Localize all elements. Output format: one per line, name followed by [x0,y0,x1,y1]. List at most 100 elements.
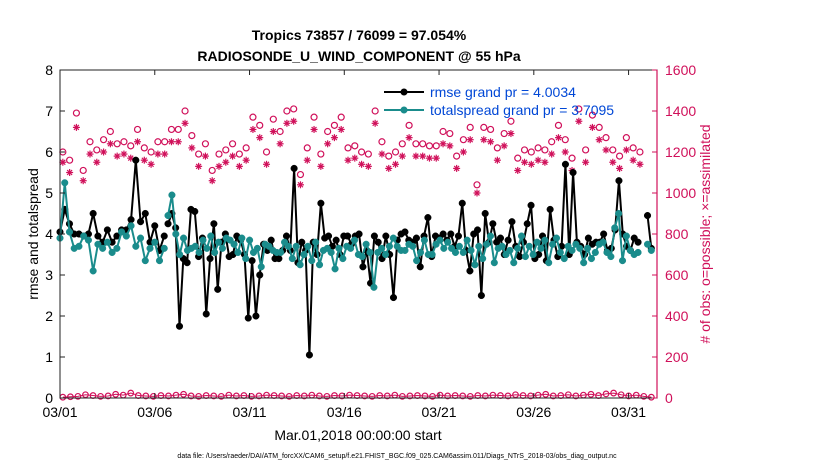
obs-possible-point [371,107,379,115]
rmse-point [489,220,497,228]
obs-assimilated-point [303,156,311,164]
obs-possible-point [391,148,400,156]
totalspread-point [587,255,595,263]
obs-assimilated-point [629,156,637,164]
obs-zero-point [542,390,550,398]
obs-zero-point [149,392,157,400]
obs-assimilated-point [412,152,420,160]
rmse-point [546,205,554,213]
totalspread-point [552,234,561,242]
totalspread-point [155,257,164,265]
obs-possible-point [242,144,250,152]
totalspread-point [207,232,215,240]
rmse-point [141,209,149,218]
rmse-point [160,232,168,240]
rmse-point [527,201,535,209]
obs-possible-point [79,166,87,175]
totalspread-point [366,248,374,256]
obs-possible-point [276,127,284,136]
obs-assimilated-point [561,148,569,156]
totalspread-point [618,257,627,265]
obs-possible-point [459,136,468,144]
obs-zero-point [142,392,150,400]
obs-assimilated-point [425,154,433,162]
obs-assimilated-point [358,160,366,168]
obs-assimilated-point [161,150,169,158]
obs-assimilated-point [256,134,264,142]
legend: rmse grand pr = 4.0034 totalspread grand … [384,84,614,118]
obs-assimilated-point [527,160,535,168]
obs-possible-point [99,136,108,144]
totalspread-point [146,244,154,252]
rmse-point [89,209,97,218]
obs-assimilated-point [507,130,515,138]
rmse-point [634,238,642,246]
obs-possible-point [86,138,94,146]
rmse-point [183,259,191,267]
y-axis-left: 0 1 2 3 4 5 6 7 8 [45,62,65,406]
obs-possible-point [269,115,277,123]
totalspread-point [94,240,102,248]
totalspread-point [347,244,355,252]
legend-marker [400,106,408,114]
rmse-point [127,216,135,224]
obs-possible-point [133,125,142,134]
totalspread-point [568,246,576,254]
obs-possible-point [636,148,644,156]
totalspread-point [308,257,316,265]
totalspread-point [643,240,652,248]
y-tick-label-right: 1000 [665,185,696,201]
rmse-point [305,351,313,359]
rmse-point [175,322,184,330]
totalspread-point [253,244,261,252]
obs-assimilated-point [493,156,501,164]
totalspread-point [413,257,421,265]
totalspread-point [168,191,176,199]
totalspread-point [160,244,168,252]
y-tick-label-left: 1 [45,349,53,365]
totalspread-point [172,230,180,238]
obs-assimilated-point [283,119,291,127]
obs-possible-point [93,146,101,154]
obs-possible-point [351,142,359,150]
obs-possible-point [453,152,461,160]
obs-assimilated-point [616,164,624,172]
obs-assimilated-point [296,181,304,189]
obs-possible-point [120,138,128,146]
rmse-point [132,156,140,164]
totalspread-point [389,234,397,242]
obs-assimilated-point [405,134,413,142]
rmse-point [248,257,256,265]
obs-possible-point [364,150,372,158]
rmse-point [256,271,264,279]
obs-assimilated-point [215,162,223,170]
totalspread-point [622,232,630,240]
obs-assimilated-point [72,123,80,131]
totalspread-point [611,224,619,232]
rmse-point [401,228,409,236]
obs-zero-point [127,389,135,397]
rmse-point [164,220,172,228]
y-tick-label-left: 7 [45,103,53,119]
obs-assimilated-point [609,158,617,166]
obs-possible-point [419,140,427,148]
obs-assimilated-point [453,164,461,172]
rmse-point [643,212,652,220]
obs-zero-point [255,392,263,400]
obs-zero-point [572,392,580,400]
totalspread-point [191,242,199,250]
obs-possible-point [615,152,624,160]
obs-possible-point [405,121,413,129]
totalspread-point [230,240,238,248]
obs-assimilated-point [290,117,298,125]
obs-possible-point [317,150,325,158]
obs-assimilated-point [446,142,454,150]
totalspread-point [479,255,487,263]
obs-possible-point [140,144,148,152]
obs-zero-point [459,392,467,400]
obs-possible-point [174,125,182,134]
totalspread-point [549,240,557,248]
rmse-point [214,285,222,293]
totalspread-point [358,252,366,261]
totalspread-point [214,238,223,246]
